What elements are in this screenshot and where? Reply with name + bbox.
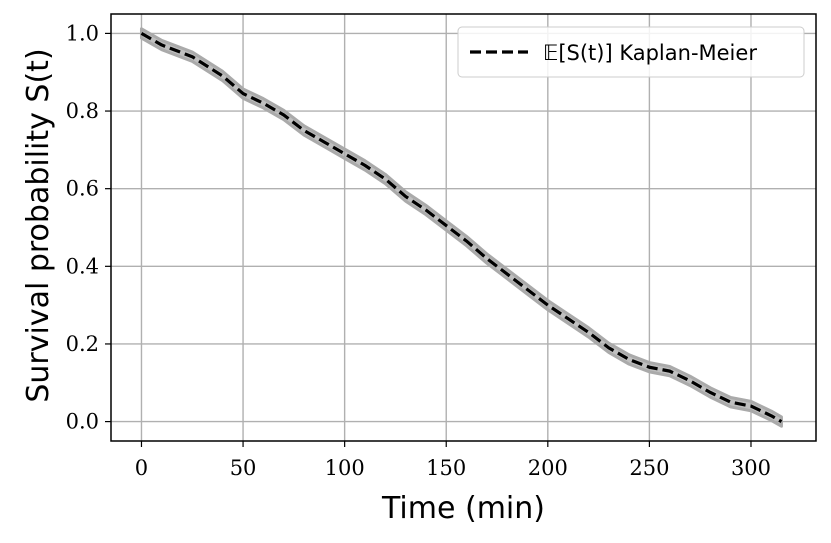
series-line-km xyxy=(140,32,783,423)
x-tick-label: 200 xyxy=(528,456,568,480)
x-tick-label: 250 xyxy=(629,456,669,480)
y-tick-label: 0.4 xyxy=(66,254,99,278)
x-axis-label: Time (min) xyxy=(381,491,545,526)
series-lines xyxy=(140,32,783,423)
y-tick-label: 0.6 xyxy=(66,177,99,201)
x-tick-label: 150 xyxy=(426,456,466,480)
legend: 𝔼[S(t)] Kaplan-Meier xyxy=(457,26,805,78)
y-tick-label: 0.8 xyxy=(66,99,99,123)
plot-frame xyxy=(110,13,817,442)
x-tick-label: 300 xyxy=(731,456,771,480)
axis-ticks xyxy=(105,32,752,447)
x-tick-label: 0 xyxy=(135,456,148,480)
x-tick-label: 100 xyxy=(325,456,365,480)
legend-label: 𝔼[S(t)] Kaplan-Meier xyxy=(543,41,757,65)
confidence-band xyxy=(139,27,783,428)
y-tick-labels: 0.0 0.2 0.4 0.6 0.8 1.0 xyxy=(66,21,99,433)
y-axis-label: Survival probability S(t) xyxy=(21,48,56,402)
x-tick-labels: 0 50 100 150 200 250 300 xyxy=(135,456,771,480)
y-tick-label: 0.2 xyxy=(66,332,99,356)
legend-box xyxy=(457,26,805,78)
y-tick-label: 1.0 xyxy=(66,21,99,45)
band-area xyxy=(139,27,783,428)
y-tick-label: 0.0 xyxy=(66,410,99,434)
x-tick-label: 50 xyxy=(230,456,257,480)
